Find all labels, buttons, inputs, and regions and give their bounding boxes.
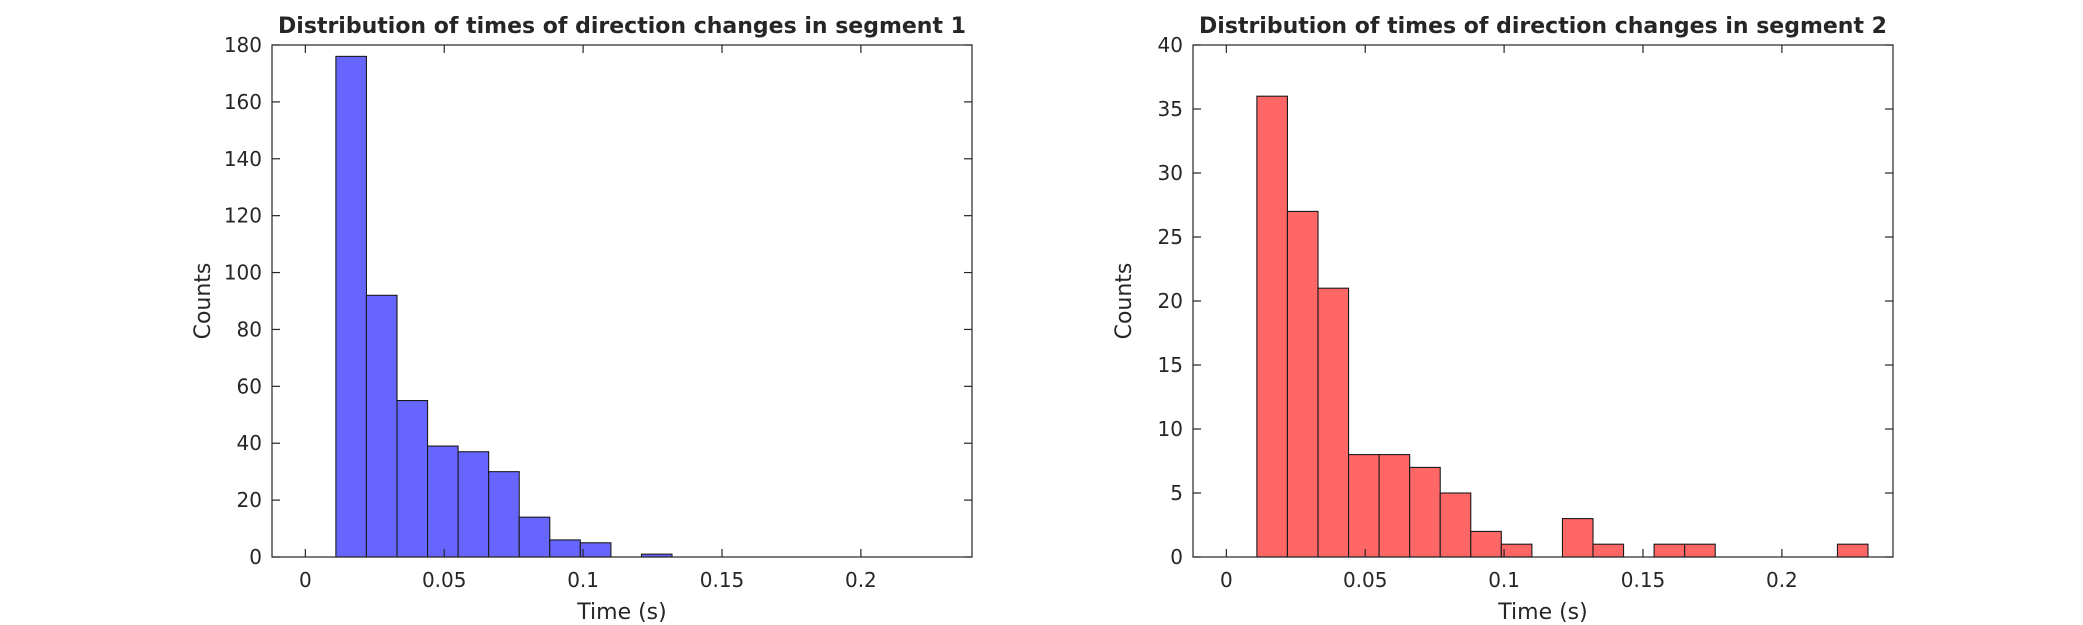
y-tick-label: 25 — [1158, 225, 1183, 249]
y-tick-label: 0 — [1170, 545, 1183, 569]
x-axis-label: Time (s) — [576, 600, 666, 625]
histogram-bar — [1348, 454, 1380, 558]
y-tick-label: 40 — [1158, 33, 1183, 57]
histogram-segment-1: Distribution of times of direction chang… — [191, 14, 973, 625]
x-tick-label: 0.1 — [567, 568, 599, 592]
x-tick-label: 0 — [299, 568, 312, 592]
histogram-bar — [335, 55, 367, 558]
x-tick-label: 0.05 — [1343, 568, 1388, 592]
y-tick-label: 80 — [237, 317, 262, 341]
y-tick-label: 10 — [1158, 417, 1183, 441]
histogram-bar — [1561, 518, 1594, 558]
chart-title: Distribution of times of direction chang… — [278, 14, 966, 39]
y-axis-label: Counts — [1112, 263, 1137, 340]
histogram-bar — [457, 451, 490, 558]
y-tick-label: 180 — [224, 33, 262, 57]
histogram-bar — [1378, 454, 1411, 558]
chart-title: Distribution of times of direction chang… — [1199, 14, 1887, 39]
y-tick-label: 160 — [224, 90, 262, 114]
histogram-bar — [1653, 543, 1686, 558]
y-tick-label: 35 — [1158, 97, 1183, 121]
histogram-bar — [1439, 492, 1472, 558]
bars — [335, 55, 673, 558]
histogram-bar — [365, 294, 398, 558]
y-tick-label: 30 — [1158, 161, 1183, 185]
histogram-bar — [1836, 543, 1869, 558]
histogram-bar — [518, 516, 551, 558]
bars — [1256, 95, 1869, 558]
histogram-bar — [1500, 543, 1533, 558]
y-tick-label: 140 — [224, 147, 262, 171]
x-tick-label: 0 — [1220, 568, 1233, 592]
histogram-bar — [549, 539, 581, 558]
histogram-bar — [1256, 95, 1288, 558]
axes-box — [1192, 44, 1894, 558]
y-tick-label: 40 — [237, 431, 262, 455]
y-tick-label: 5 — [1170, 481, 1183, 505]
histogram-bar — [1592, 543, 1625, 558]
histogram-bar — [488, 471, 520, 558]
histogram-bar — [1470, 530, 1502, 558]
histogram-bar — [1317, 287, 1350, 558]
y-tick-label: 60 — [237, 374, 262, 398]
x-tick-label: 0.05 — [422, 568, 467, 592]
histogram-bar — [396, 400, 429, 558]
histogram-bar — [427, 445, 459, 558]
x-tick-label: 0.2 — [845, 568, 877, 592]
histogram-bar — [1286, 210, 1319, 558]
histogram-segment-2: Distribution of times of direction chang… — [1112, 14, 1894, 625]
histogram-bar — [1409, 466, 1441, 558]
histogram-bar — [1684, 543, 1716, 558]
x-tick-label: 0.1 — [1488, 568, 1520, 592]
y-axis-label: Counts — [191, 263, 216, 340]
y-tick-label: 15 — [1158, 353, 1183, 377]
y-tick-label: 20 — [1158, 289, 1183, 313]
y-tick-label: 100 — [224, 261, 262, 285]
histogram-bar — [579, 542, 612, 558]
x-tick-label: 0.2 — [1766, 568, 1798, 592]
y-tick-label: 0 — [249, 545, 262, 569]
ticks: 0 0.05 0.1 0.15 0.2 0 20 40 60 80 100 120 140 160 180 — [224, 33, 972, 592]
x-tick-label: 0.15 — [1621, 568, 1666, 592]
x-tick-label: 0.15 — [700, 568, 745, 592]
ticks: 0 0.05 0.1 0.15 0.2 0 5 10 15 20 25 30 35 40 — [1158, 33, 1893, 592]
y-tick-label: 20 — [237, 488, 262, 512]
x-axis-label: Time (s) — [1497, 600, 1587, 625]
axes-box — [271, 44, 973, 558]
y-tick-label: 120 — [224, 204, 262, 228]
